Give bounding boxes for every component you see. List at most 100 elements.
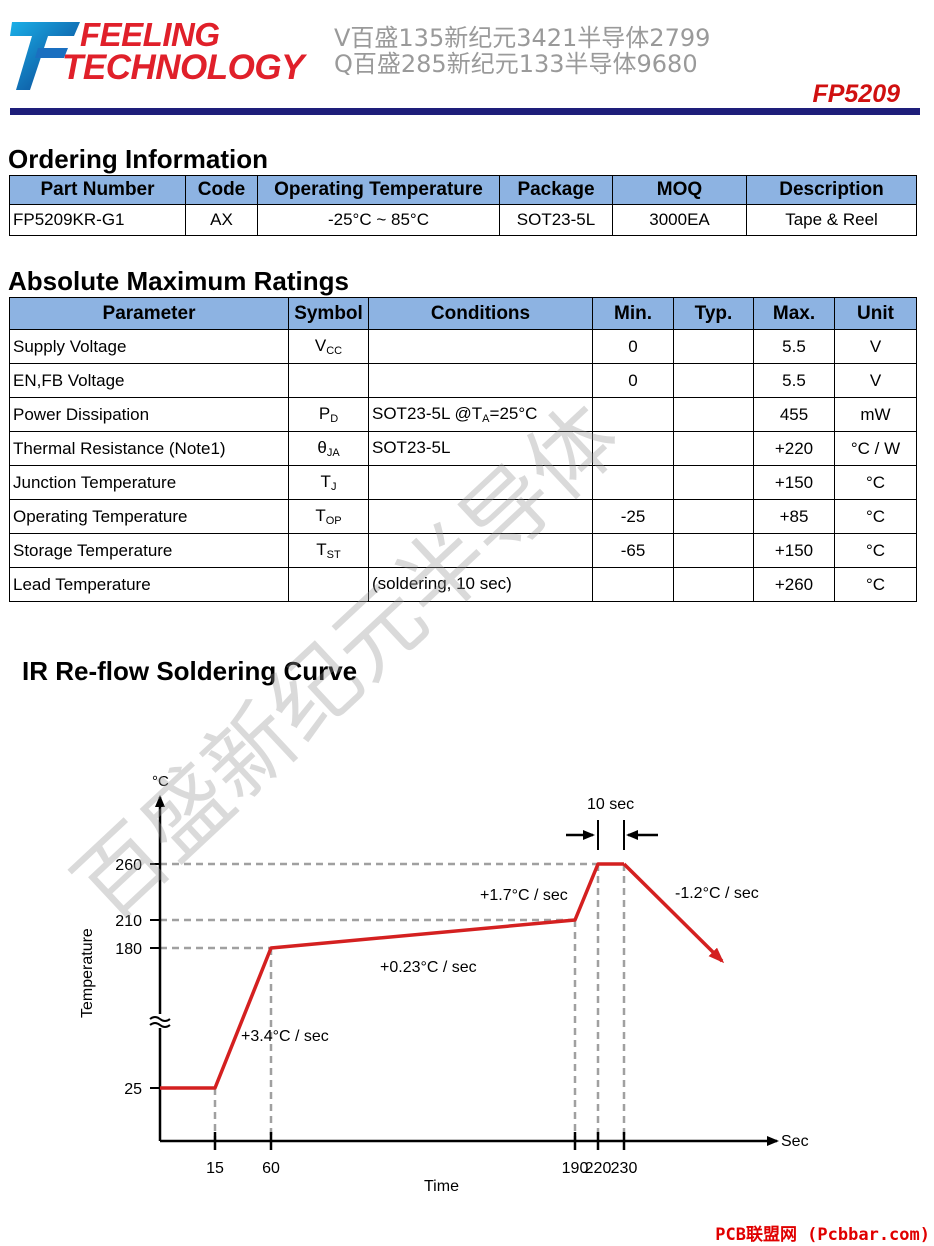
- table-row: Supply Voltage VCC 0 5.5 V: [9, 329, 917, 364]
- x-tick-label: 60: [262, 1160, 280, 1177]
- table-row: Storage Temperature TST -65 +150 °C: [9, 533, 917, 568]
- table-cell: [673, 499, 754, 534]
- column-header: MOQ: [612, 175, 747, 205]
- table-cell: SOT23-5L @TA=25°C: [368, 397, 593, 432]
- table-cell: Supply Voltage: [9, 329, 289, 364]
- subscript-text: JA: [326, 447, 340, 459]
- cell-text: T: [320, 472, 331, 491]
- cell-text: Lead Temperature: [13, 574, 151, 594]
- table-cell: V: [834, 363, 917, 398]
- column-header: Max.: [753, 297, 835, 330]
- cell-text: θ: [317, 438, 327, 457]
- cell-text: Storage Temperature: [13, 540, 173, 560]
- table-cell: Junction Temperature: [9, 465, 289, 500]
- subscript-text: ST: [326, 549, 341, 561]
- dwell-time-label: 10 sec: [587, 796, 634, 813]
- table-row: Junction Temperature TJ +150 °C: [9, 465, 917, 500]
- y-axis-label: Temperature: [79, 928, 96, 1018]
- table-cell: [288, 567, 369, 602]
- cell-text: 0: [628, 336, 638, 356]
- table-cell: -65: [592, 533, 674, 568]
- table-cell: AX: [185, 204, 258, 236]
- y-tick-label: 25: [124, 1081, 142, 1098]
- footer-watermark: PCB联盟网 (Pcbbar.com): [715, 1225, 930, 1245]
- table-cell: [592, 397, 674, 432]
- cell-text: mW: [860, 404, 891, 424]
- table-cell: [368, 363, 593, 398]
- table-row: Power Dissipation PD SOT23-5L @TA=25°C 455 m…: [9, 397, 917, 432]
- table-cell: Tape & Reel: [746, 204, 917, 236]
- table-cell: [368, 499, 593, 534]
- subscript-text: CC: [326, 345, 343, 357]
- table-cell: [673, 363, 754, 398]
- header-watermark-line-1: V百盛135新纪元3421半导体2799: [334, 24, 711, 52]
- cell-text: EN,FB Voltage: [13, 370, 125, 390]
- cell-text: Thermal Resistance (Note1): [13, 438, 226, 458]
- table-cell: [368, 465, 593, 500]
- cell-text: 5.5: [782, 336, 806, 356]
- rate-label-ramp: +1.7°C / sec: [480, 887, 568, 904]
- cell-text: °C: [865, 506, 886, 526]
- table-cell: [673, 431, 754, 466]
- table-cell: +150: [753, 465, 835, 500]
- guide-lines: [160, 862, 626, 1141]
- table-cell: 3000EA: [612, 204, 747, 236]
- rate-label-preheat: +3.4°C / sec: [241, 1028, 329, 1045]
- table-cell: EN,FB Voltage: [9, 363, 289, 398]
- table-cell: °C: [834, 567, 917, 602]
- y-axis-unit: °C: [152, 773, 169, 790]
- company-logo: [8, 14, 328, 94]
- cell-text: Supply Voltage: [13, 336, 127, 356]
- cell-text: +85: [779, 506, 809, 526]
- column-header: Description: [746, 175, 917, 205]
- cell-text: V: [869, 336, 882, 356]
- table-cell: [673, 465, 754, 500]
- part-number-title: FP5209: [812, 80, 900, 108]
- cell-text: Operating Temperature: [13, 506, 188, 526]
- cell-text: +150: [774, 540, 814, 560]
- table-cell: Lead Temperature: [9, 567, 289, 602]
- table-cell: °C: [834, 499, 917, 534]
- cell-text: 5.5: [782, 370, 806, 390]
- table-cell: [673, 567, 754, 602]
- header-divider: [10, 108, 920, 115]
- table-cell: [368, 329, 593, 364]
- table-row: EN,FB Voltage 0 5.5 V: [9, 363, 917, 398]
- header-watermark-line-2: Q百盛285新纪元133半导体9680: [334, 50, 698, 78]
- table-row: Thermal Resistance (Note1) θJA SOT23-5L +22…: [9, 431, 917, 466]
- x-tick-label: 190: [562, 1160, 589, 1177]
- logo-text-feeling: FEELING: [80, 16, 220, 53]
- cell-text: T: [316, 540, 327, 559]
- table-cell: -25°C ~ 85°C: [257, 204, 500, 236]
- table-cell: Operating Temperature: [9, 499, 289, 534]
- table-cell: Thermal Resistance (Note1): [9, 431, 289, 466]
- table-cell: °C / W: [834, 431, 917, 466]
- cell-text: SOT23-5L: [372, 438, 451, 457]
- subscript-text: J: [330, 481, 337, 493]
- y-tick-label: 260: [115, 857, 142, 874]
- cell-text: 0: [628, 370, 638, 390]
- column-header: Part Number: [9, 175, 186, 205]
- cell-text: =25°C: [489, 404, 538, 423]
- cell-text: -65: [620, 540, 646, 560]
- table-row: Lead Temperature (soldering, 10 sec) +260 °…: [9, 567, 917, 602]
- rate-label-soak: +0.23°C / sec: [380, 959, 477, 976]
- table-cell: +260: [753, 567, 835, 602]
- table-cell: [592, 465, 674, 500]
- table-cell: +85: [753, 499, 835, 534]
- column-header: Operating Temperature: [257, 175, 500, 205]
- column-header: Conditions: [368, 297, 593, 330]
- table-cell: PD: [288, 397, 369, 432]
- table-cell: 0: [592, 329, 674, 364]
- table-cell: 0: [592, 363, 674, 398]
- logo-text-technology: TECHNOLOGY: [62, 48, 304, 87]
- cell-text: T: [315, 506, 326, 525]
- cell-text: (soldering, 10 sec): [372, 574, 512, 593]
- column-header: Symbol: [288, 297, 369, 330]
- ratings-header-row: Parameter Symbol Conditions Min. Typ. Ma…: [9, 297, 917, 330]
- column-header: Package: [499, 175, 613, 205]
- table-cell: [592, 567, 674, 602]
- table-cell: [673, 329, 754, 364]
- cell-text: +260: [774, 574, 814, 594]
- table-cell: TST: [288, 533, 369, 568]
